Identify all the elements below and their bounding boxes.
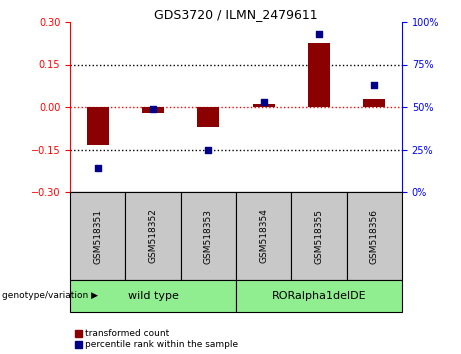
Point (149, 106, 157, 112)
Bar (125, 192, 181, 280)
Point (371, 82, 378, 88)
Text: wild type: wild type (128, 291, 178, 301)
Point (205, 147, 212, 152)
Point (315, 31, 323, 37)
Bar (236, 192, 291, 280)
Text: GSM518351: GSM518351 (93, 209, 102, 263)
Bar (236, 280, 402, 312)
Bar (142, 107, 164, 113)
Bar (308, 43, 330, 107)
Legend: transformed count, percentile rank within the sample: transformed count, percentile rank withi… (75, 329, 238, 349)
Bar (347, 192, 402, 280)
Bar (70, 280, 236, 312)
Text: GSM518355: GSM518355 (314, 209, 324, 263)
Bar (253, 104, 275, 107)
Bar (291, 192, 347, 280)
Point (260, 99, 267, 105)
Text: GSM518352: GSM518352 (148, 209, 158, 263)
Text: RORalpha1delDE: RORalpha1delDE (272, 291, 366, 301)
Point (94, 165, 101, 171)
Text: GSM518354: GSM518354 (259, 209, 268, 263)
Bar (87, 107, 109, 145)
Bar (363, 98, 385, 107)
Text: GSM518356: GSM518356 (370, 209, 379, 263)
Bar (181, 192, 236, 280)
Bar (197, 107, 219, 127)
Text: genotype/variation ▶: genotype/variation ▶ (2, 291, 98, 301)
Bar (70, 192, 125, 280)
Text: GSM518353: GSM518353 (204, 209, 213, 263)
Title: GDS3720 / ILMN_2479611: GDS3720 / ILMN_2479611 (154, 8, 318, 21)
